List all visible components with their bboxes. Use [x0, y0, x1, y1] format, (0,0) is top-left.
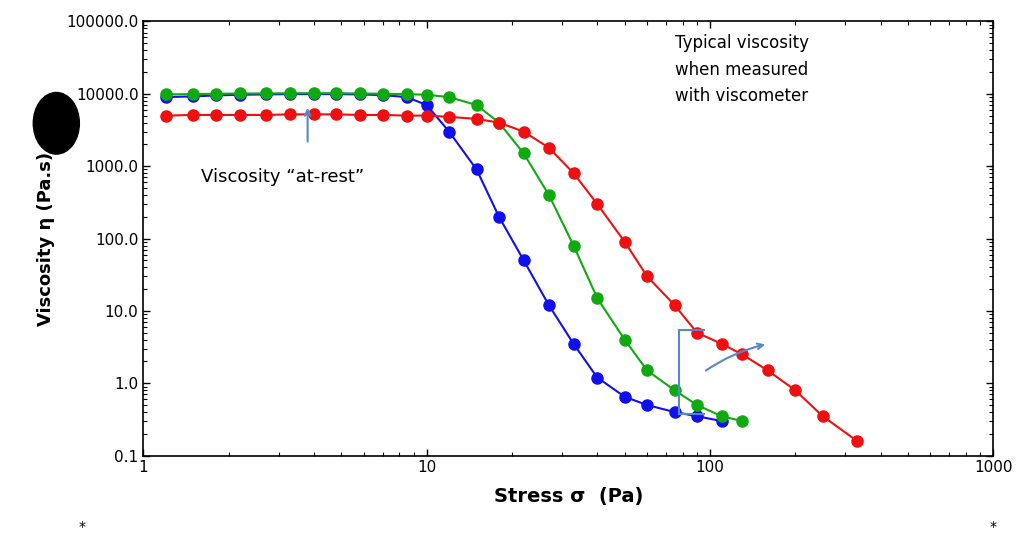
Text: *: *	[990, 519, 996, 534]
Y-axis label: Viscosity η (Pa.s): Viscosity η (Pa.s)	[37, 152, 55, 325]
Text: *: *	[79, 519, 85, 534]
Text: Typical viscosity
when measured
with viscometer: Typical viscosity when measured with vis…	[675, 34, 809, 105]
Text: Viscosity “at-rest”: Viscosity “at-rest”	[201, 168, 365, 186]
X-axis label: Stress σ  (Pa): Stress σ (Pa)	[494, 487, 643, 505]
